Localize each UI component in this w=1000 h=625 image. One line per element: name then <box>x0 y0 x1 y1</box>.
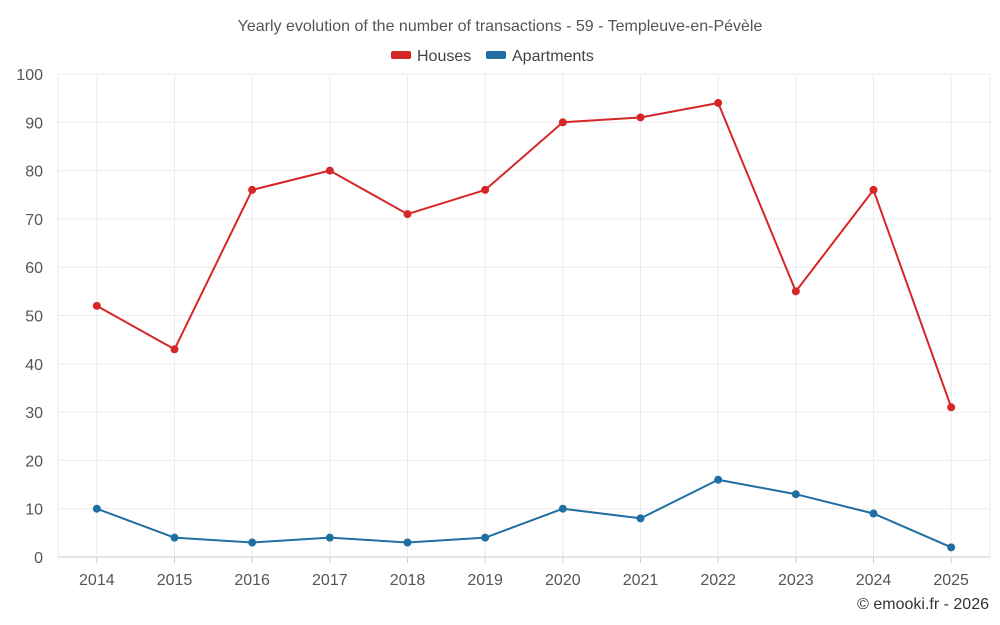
y-tick-label: 30 <box>25 405 43 422</box>
data-point-houses[interactable] <box>481 185 490 194</box>
data-point-apartments[interactable] <box>170 533 179 542</box>
x-tick-label: 2016 <box>234 572 270 589</box>
data-point-apartments[interactable] <box>714 475 723 484</box>
data-point-houses[interactable] <box>325 166 334 175</box>
data-point-houses[interactable] <box>170 345 179 354</box>
y-tick-label: 20 <box>25 453 43 470</box>
data-point-houses[interactable] <box>636 113 645 122</box>
series-line-houses <box>96 101 953 408</box>
x-tick-label: 2018 <box>390 572 426 589</box>
x-tick-label: 2024 <box>856 572 892 589</box>
x-tick-label: 2023 <box>778 572 814 589</box>
y-axis: 0 10 20 30 40 50 60 70 80 90 100 <box>16 67 43 567</box>
y-tick-label: 100 <box>16 67 43 84</box>
data-point-apartments[interactable] <box>248 538 257 547</box>
data-point-houses[interactable] <box>403 210 412 219</box>
data-point-apartments[interactable] <box>636 514 645 523</box>
x-tick-label: 2015 <box>157 572 193 589</box>
data-point-houses[interactable] <box>869 185 878 194</box>
grid <box>57 73 991 558</box>
x-tick-label: 2019 <box>467 572 503 589</box>
x-tick-label: 2017 <box>312 572 348 589</box>
data-point-apartments[interactable] <box>92 504 101 513</box>
y-tick-label: 60 <box>25 260 43 277</box>
y-tick-label: 70 <box>25 212 43 229</box>
credit-text: © emooki.fr - 2026 <box>857 596 989 613</box>
y-tick-label: 80 <box>25 164 43 181</box>
legend: Houses Apartments <box>391 48 594 65</box>
data-point-houses[interactable] <box>92 301 101 310</box>
data-point-houses[interactable] <box>558 118 567 127</box>
data-point-apartments[interactable] <box>403 538 412 547</box>
y-tick-label: 40 <box>25 357 43 374</box>
data-point-houses[interactable] <box>791 287 800 296</box>
x-tick-label: 2014 <box>79 572 115 589</box>
data-point-houses[interactable] <box>947 403 956 412</box>
data-point-houses[interactable] <box>714 98 723 107</box>
y-tick-label: 10 <box>25 502 43 519</box>
x-tick-label: 2025 <box>933 572 969 589</box>
data-point-apartments[interactable] <box>869 509 878 518</box>
data-point-apartments[interactable] <box>481 533 490 542</box>
x-tick-label: 2022 <box>700 572 736 589</box>
legend-swatch-houses <box>391 51 411 59</box>
y-tick-label: 90 <box>25 115 43 132</box>
data-point-apartments[interactable] <box>791 490 800 499</box>
legend-label-houses[interactable]: Houses <box>417 48 471 65</box>
series-line-apartments <box>96 478 952 549</box>
y-tick-label: 0 <box>34 550 43 567</box>
legend-label-apartments[interactable]: Apartments <box>512 48 594 65</box>
data-point-apartments[interactable] <box>947 543 956 552</box>
y-tick-label: 50 <box>25 309 43 326</box>
series-group <box>92 98 956 552</box>
data-point-apartments[interactable] <box>325 533 334 542</box>
x-axis: 2014 2015 2016 2017 2018 2019 2020 2021 2022 2023… <box>79 557 969 589</box>
chart-title: Yearly evolution of the number of transa… <box>238 18 763 35</box>
legend-swatch-apartments <box>486 51 506 59</box>
x-tick-label: 2020 <box>545 572 581 589</box>
x-tick-label: 2021 <box>623 572 659 589</box>
data-point-houses[interactable] <box>248 185 257 194</box>
data-point-apartments[interactable] <box>558 504 567 513</box>
